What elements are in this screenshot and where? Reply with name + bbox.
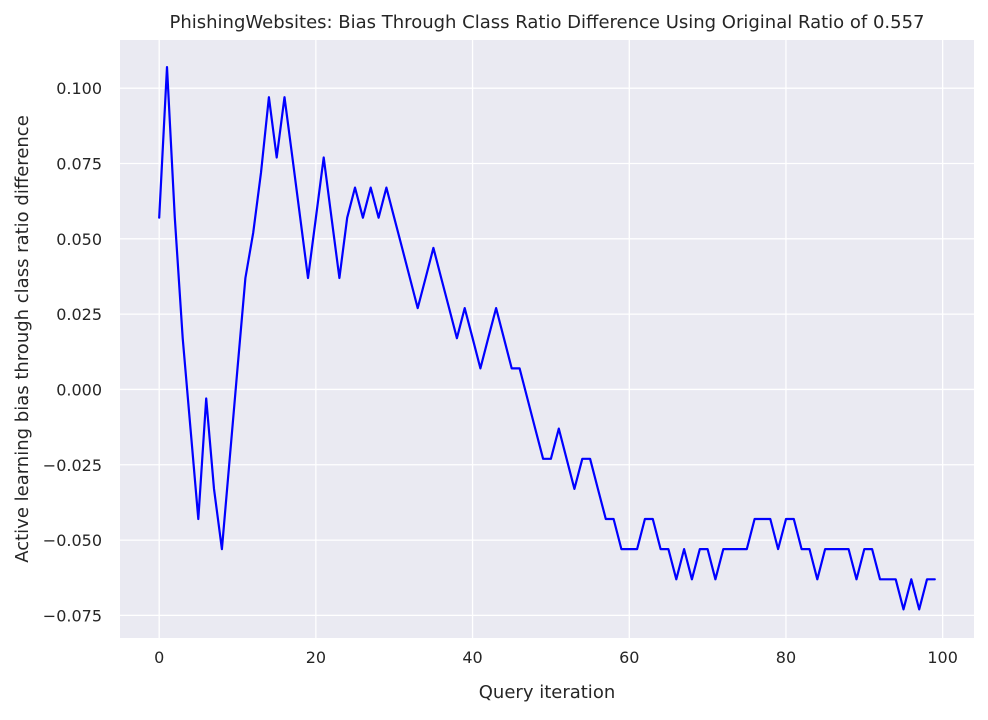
y-tick-label: −0.075 [43, 606, 102, 625]
plot-area [120, 40, 974, 638]
chart-title: PhishingWebsites: Bias Through Class Rat… [170, 12, 925, 33]
y-tick-label: 0.050 [56, 230, 102, 249]
x-tick-label: 20 [306, 648, 326, 667]
y-tick-label: 0.075 [56, 155, 102, 174]
y-tick-label: −0.025 [43, 456, 102, 475]
x-tick-label: 80 [776, 648, 796, 667]
y-tick-label: 0.025 [56, 305, 102, 324]
x-axis-label: Query iteration [479, 682, 615, 703]
y-tick-labels: −0.075 −0.050 −0.025 0.000 0.025 0.050 0.075 0.… [43, 79, 102, 625]
y-tick-label: −0.050 [43, 531, 102, 550]
x-tick-label: 0 [154, 648, 164, 667]
y-axis-label: Active learning bias through class ratio… [12, 115, 33, 563]
series-line [158, 65, 936, 611]
x-tick-label: 60 [619, 648, 639, 667]
y-tick-label: 0.000 [56, 380, 102, 399]
x-tick-labels: 0 20 40 60 80 100 [154, 648, 958, 667]
x-tick-label: 40 [462, 648, 482, 667]
series-layer [158, 65, 936, 611]
x-tick-label: 100 [927, 648, 958, 667]
y-tick-label: 0.100 [56, 79, 102, 98]
